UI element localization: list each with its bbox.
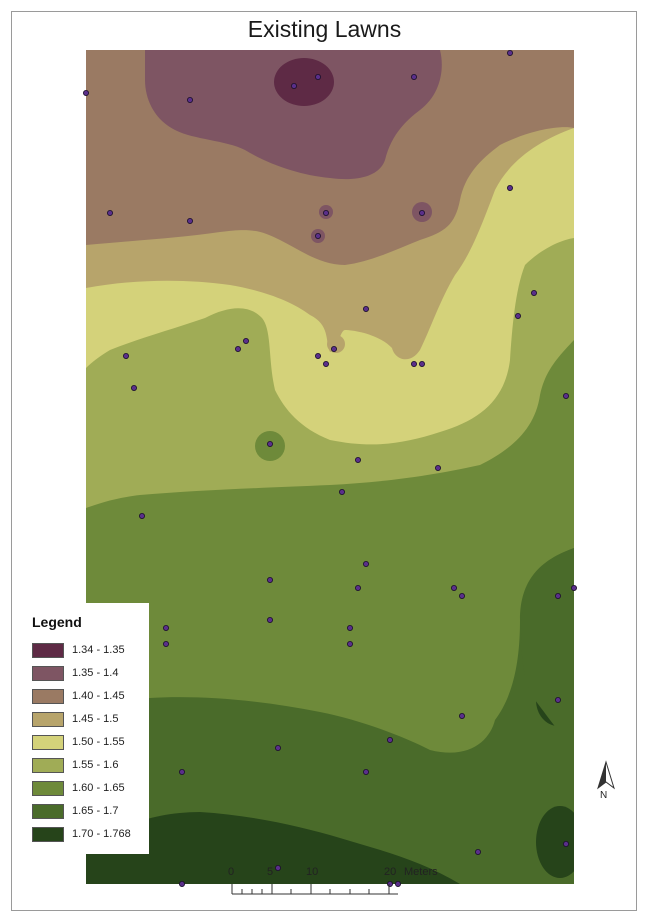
sample-point [418,209,425,216]
sample-point [186,217,193,224]
legend-swatch [32,781,64,796]
legend: Legend 1.34 - 1.35 1.35 - 1.4 1.40 - 1.4… [18,603,149,854]
sample-point [362,561,369,568]
sample-point [418,360,425,367]
sample-point [322,209,329,216]
legend-label: 1.34 - 1.35 [72,644,125,656]
legend-label: 1.65 - 1.7 [72,805,119,817]
sample-point [346,641,353,648]
sample-point [138,513,145,520]
north-arrow-icon [597,760,615,790]
legend-label: 1.70 - 1.768 [72,828,131,840]
sample-point [458,713,465,720]
sample-point [531,289,538,296]
sample-point [330,345,337,352]
sample-point [234,345,241,352]
legend-label: 1.60 - 1.65 [72,782,125,794]
legend-swatch [32,712,64,727]
sample-point [506,184,513,191]
sample-point [314,232,321,239]
sample-point [178,769,185,776]
sample-point [162,641,169,648]
north-arrow: N [594,760,618,804]
sample-point [563,841,570,848]
scale-label-20: 20 [384,866,397,878]
legend-swatch [32,689,64,704]
legend-label: 1.50 - 1.55 [72,736,125,748]
north-label: N [600,790,608,801]
zone-1-34-1-35 [274,58,334,106]
sample-point [274,865,281,872]
sample-point [338,488,345,495]
sample-point [410,360,417,367]
sample-point [434,464,441,471]
sample-point [83,90,90,97]
scale-label-0: 0 [228,866,235,878]
scale-bar: 0 5 10 20 Meters [224,860,454,920]
legend-label: 1.35 - 1.4 [72,667,119,679]
sample-point [555,697,562,704]
sample-point [130,384,137,391]
sample-point [242,337,249,344]
sample-point [266,440,273,447]
sample-point [571,585,578,592]
sample-point [346,625,353,632]
legend-label: 1.45 - 1.5 [72,713,119,725]
scale-label-5: 5 [267,866,274,878]
zone-1-70-1-768-islet [536,806,574,878]
legend-title: Legend [32,614,82,630]
sample-point [362,769,369,776]
sample-point [410,74,417,81]
sample-point [474,849,481,856]
sample-point [266,577,273,584]
sample-points [83,50,578,888]
sample-point [386,737,393,744]
sample-point [354,585,361,592]
sample-point [458,593,465,600]
scale-unit: Meters [404,866,438,878]
sample-point [450,585,457,592]
legend-label: 1.40 - 1.45 [72,690,125,702]
sample-point [555,593,562,600]
legend-label: 1.55 - 1.6 [72,759,119,771]
sample-point [314,352,321,359]
legend-swatch [32,666,64,681]
legend-swatch [32,643,64,658]
sample-point [107,209,114,216]
sample-point [394,881,401,888]
sample-point [515,312,522,319]
map-title: Existing Lawns [247,16,402,42]
sample-point [322,360,329,367]
legend-swatch [32,827,64,842]
sample-point [314,74,321,81]
sample-point [362,305,369,312]
sample-point [354,456,361,463]
legend-swatch [32,758,64,773]
scale-label-10: 10 [306,866,319,878]
sample-point [178,881,185,888]
sample-point [290,83,297,90]
sample-point [162,625,169,632]
zone-1-35-1-4 [145,50,442,180]
sample-point [563,392,570,399]
scale-bar-ruler [231,884,398,895]
sample-point [186,97,193,104]
legend-swatch [32,735,64,750]
sample-point [274,745,281,752]
sample-point [123,352,130,359]
sample-point [266,617,273,624]
sample-point [506,50,513,57]
legend-swatch [32,804,64,819]
